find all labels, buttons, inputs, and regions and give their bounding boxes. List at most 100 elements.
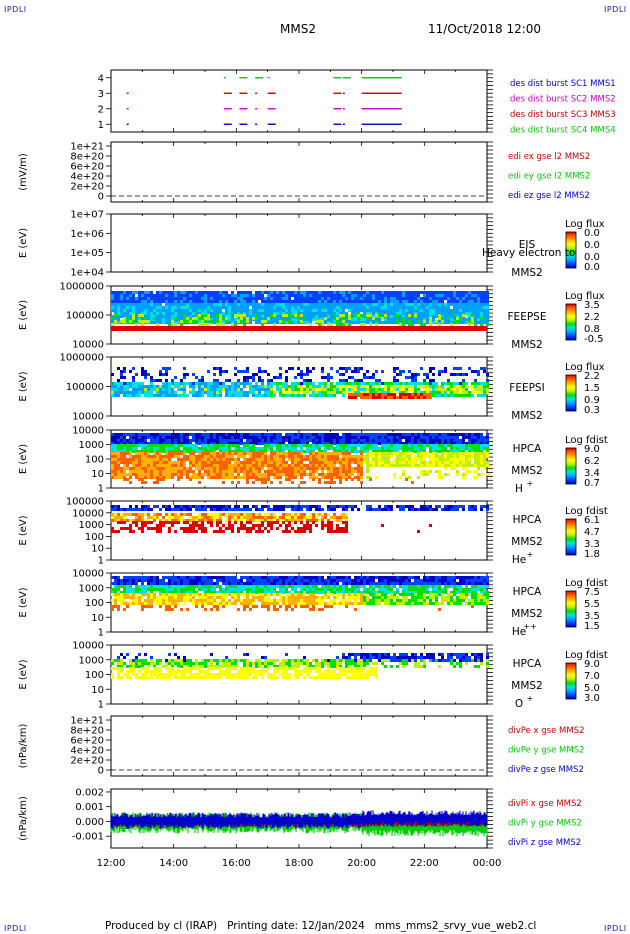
hpca-h-top-cell xyxy=(408,436,411,439)
feepse-spectrum-cell xyxy=(315,303,318,306)
feepsi-sparse-top-cell xyxy=(246,376,249,379)
feepse-spectrum-cell xyxy=(156,315,159,318)
hpca-h-low-cell xyxy=(138,478,141,481)
hpca-h-core-cell xyxy=(240,470,243,473)
hpca-h-top-cell xyxy=(255,433,258,436)
hpca-h-top-cell xyxy=(261,436,264,439)
hpca-h-top-cell xyxy=(363,433,366,436)
feepsi-sparse-top-cell xyxy=(396,379,399,382)
feepse-spectrum-cell xyxy=(243,306,246,309)
feepse-spectrum-cell xyxy=(351,321,354,324)
feepsi-sparse-top-cell xyxy=(444,370,447,373)
hpca-he-top-cell xyxy=(222,505,225,508)
hpca-h-core-cell xyxy=(420,452,423,455)
hpca-h-cyan-cell xyxy=(327,447,330,450)
feepsi-green-band-cell xyxy=(477,385,480,388)
hpca-h-core-cell xyxy=(483,455,486,458)
hpca-h-core-cell xyxy=(333,476,336,479)
burst-y-tick-label: 2 xyxy=(98,104,104,115)
feepse-spectrum-cell xyxy=(453,303,456,306)
feepsi-sparse-top-cell xyxy=(171,379,174,382)
hpca-h-core-cell xyxy=(336,473,339,476)
hpca-h-core-cell xyxy=(123,452,126,455)
feepse-spectrum-cell xyxy=(267,300,270,303)
feepsi-spectrum-cell xyxy=(111,394,114,397)
hpca-h-cyan-cell xyxy=(390,444,393,447)
hpca-h-core-cell xyxy=(399,476,402,479)
feepsi-spectrum-cell xyxy=(432,382,435,385)
hpca-h-core-cell xyxy=(234,476,237,479)
hpca-h-cyan-cell xyxy=(384,450,387,453)
feepse-spectrum-cell xyxy=(222,291,225,294)
feepsi-sparse-top-cell xyxy=(117,379,120,382)
hpca-h-cyan-cell xyxy=(249,450,252,453)
hpca-h-core-cell xyxy=(288,458,291,461)
hpca-h-core-cell xyxy=(222,470,225,473)
hpca-h-cyan-cell xyxy=(237,444,240,447)
feepsi-sparse-top-cell xyxy=(150,379,153,382)
feepse-spectrum-cell xyxy=(384,303,387,306)
hpca-h-core-cell xyxy=(237,473,240,476)
hpca-h-core-cell xyxy=(126,464,129,467)
hpca-h-cyan-cell xyxy=(168,447,171,450)
hpca-h-core-cell xyxy=(315,467,318,470)
feepse-green-band-cell xyxy=(471,314,474,317)
feepsi-green-band-cell xyxy=(366,391,369,394)
hpca-h-core-cell xyxy=(135,455,138,458)
hpca-h-core-cell xyxy=(261,473,264,476)
hpca-h-top-cell xyxy=(420,436,423,439)
hpca-h-core-cell xyxy=(360,458,363,461)
feepse-green-band-cell xyxy=(336,317,339,320)
feepse-spectrum-cell xyxy=(297,309,300,312)
feepse-spectrum-cell xyxy=(438,300,441,303)
hpca-he-top-cell xyxy=(342,505,345,508)
hpca-h-core-cell xyxy=(243,455,246,458)
burst-mark xyxy=(333,123,342,125)
feepse-spectrum-cell xyxy=(372,297,375,300)
hpca-h-core-cell xyxy=(180,452,183,455)
hpca-h-core-cell xyxy=(363,461,366,464)
feepse-spectrum-cell xyxy=(207,312,210,315)
feepse-green-band-cell xyxy=(294,314,297,317)
hpca-h-top-cell xyxy=(321,436,324,439)
feepse-spectrum-cell xyxy=(288,303,291,306)
feepse-spectrum-cell xyxy=(129,303,132,306)
feepse-spectrum-cell xyxy=(399,312,402,315)
hpca-h-cyan-cell xyxy=(135,450,138,453)
feepse-spectrum-cell xyxy=(330,306,333,309)
feepse-spectrum-cell xyxy=(447,312,450,315)
feepsi-sparse-top-cell xyxy=(264,370,267,373)
hpca-h-core-cell xyxy=(231,458,234,461)
feepsi-red-band-cell xyxy=(351,396,354,399)
hpca-h-top-cell xyxy=(318,436,321,439)
hpca-h-top-cell xyxy=(411,436,414,439)
hpca-h-cyan-cell xyxy=(276,444,279,447)
hpca-h-top-cell xyxy=(351,436,354,439)
feepse-green-band-cell xyxy=(198,317,201,320)
feepse-spectrum-cell xyxy=(171,294,174,297)
feepsi-sparse-top-cell xyxy=(414,379,417,382)
feepsi-spectrum-cell xyxy=(408,382,411,385)
feepse-green-band-cell xyxy=(285,314,288,317)
hpca-h-core-cell xyxy=(180,467,183,470)
feepse-spectrum-cell xyxy=(318,300,321,303)
feepse-spectrum-cell xyxy=(117,294,120,297)
feepse-spectrum-cell xyxy=(474,315,477,318)
hpca-h-core-cell xyxy=(477,458,480,461)
hpca-h-top-cell xyxy=(258,442,261,445)
feepse-green-band-cell xyxy=(171,323,174,326)
hpca-h-core-cell xyxy=(186,458,189,461)
hpca-h-core-cell xyxy=(204,467,207,470)
hpca-h-core-cell xyxy=(408,476,411,479)
hpca-h-core-cell xyxy=(216,473,219,476)
feepse-spectrum-cell xyxy=(399,315,402,318)
hpca-h-core-cell xyxy=(252,470,255,473)
feepsi-spectrum-cell xyxy=(198,391,201,394)
feepse-spectrum-cell xyxy=(111,321,114,324)
hpca-h-core-cell xyxy=(378,455,381,458)
feepse-spectrum-cell xyxy=(423,309,426,312)
feepsi-green-band-cell xyxy=(474,391,477,394)
feepse-spectrum-cell xyxy=(366,306,369,309)
hpca-h-core-cell xyxy=(138,458,141,461)
hpca-h-cyan-cell xyxy=(204,447,207,450)
